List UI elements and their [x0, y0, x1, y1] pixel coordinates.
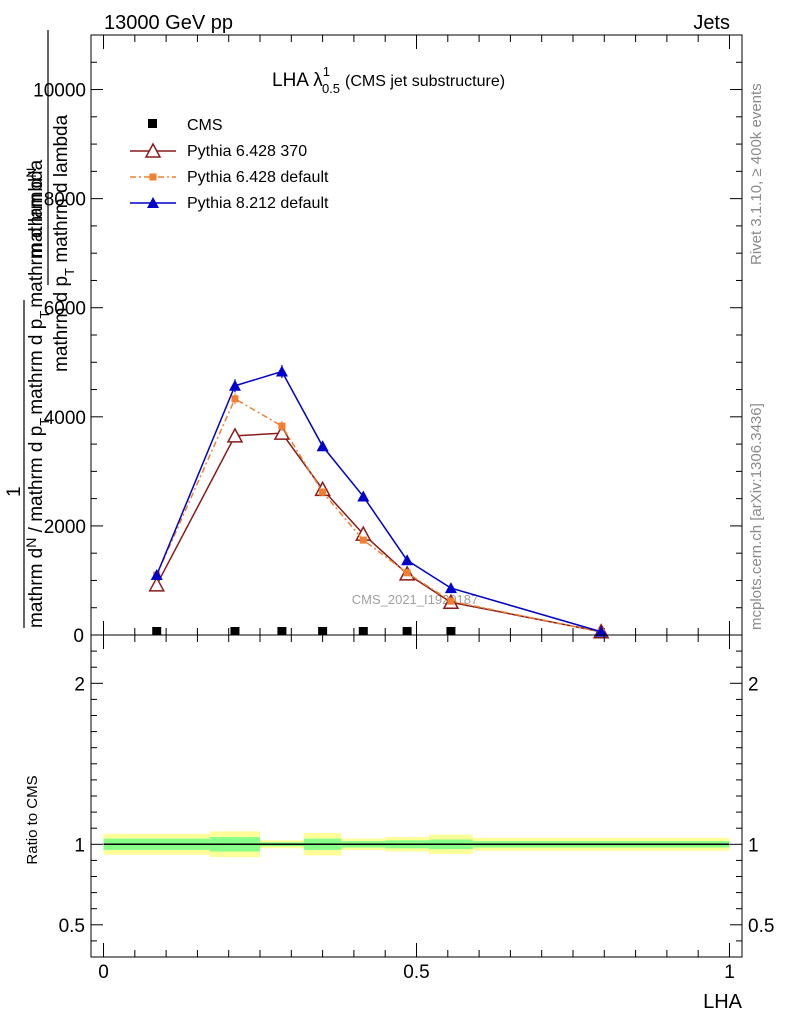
main-y-tick-label: 4000	[44, 408, 86, 429]
analysis-watermark: CMS_2021_I1920187	[352, 592, 479, 607]
data-point-cms	[446, 627, 456, 635]
data-point-pythia-8-212-default	[595, 625, 608, 637]
legend-label-py6-default: Pythia 6.428 default	[187, 169, 329, 186]
ratio-x-tick-label: 0.5	[403, 962, 429, 983]
main-y-axis: 2000 4000 6000 8000 10000 0	[33, 61, 742, 647]
data-point-pythia-8-212-default	[275, 365, 288, 377]
legend-marker-py6-default	[149, 173, 157, 181]
data-point-pythia-6-428-default	[359, 536, 367, 544]
y-label-bottom-one: 1	[4, 486, 25, 497]
series-line-pythia-6-428-default	[156, 397, 602, 633]
data-point-pythia-8-212-default	[316, 440, 329, 452]
data-point-pythia-6-428-default	[403, 569, 411, 577]
legend-marker-cms	[148, 119, 157, 128]
legend-entry-py6-370: Pythia 6.428 370	[130, 142, 307, 160]
ratio-y-axis: 0.5 0.5 1 1 2 2	[59, 650, 774, 942]
main-panel: 2000 4000 6000 8000 10000 0 CMS_2021_I1920187…	[4, 30, 743, 647]
ratio-x-tick-label: 0	[98, 962, 109, 983]
series-line-pythia-6-428-370	[156, 432, 602, 633]
legend: CMS Pythia 6.428 370 Pythia 6.428 defaul…	[130, 117, 329, 212]
rivet-version-label: Rivet 3.1.10, ≥ 400k events	[748, 83, 765, 265]
ratio-bands	[103, 831, 730, 858]
series-layer	[148, 365, 610, 639]
ratio-panel: 0.5 0.51 12 2 0 0.5 1 Ratio to CMS LHA	[24, 634, 774, 1013]
main-y-tick-label: 6000	[44, 299, 86, 320]
data-point-pythia-6-428-370	[226, 427, 244, 443]
y-label-bottom-denominator: mathrm dN / mathrm d pTmathrm d pTmathrm…	[23, 159, 52, 628]
plot-title-suffix: (CMS jet substructure)	[345, 73, 505, 90]
process-label: Jets	[693, 12, 730, 34]
y-label-top-denominator: mathrm d pT mathrm d lambda	[51, 114, 77, 372]
ratio-x-axis: 0 0.5 1	[98, 635, 735, 983]
series-line-pythia-8-212-default	[156, 370, 602, 633]
data-point-cms	[358, 627, 368, 635]
data-point-pythia-6-428-370	[148, 576, 165, 592]
legend-entry-py8-default: Pythia 8.212 default	[130, 195, 329, 212]
data-point-cms	[277, 627, 287, 635]
plot-title-sup: 1	[323, 64, 330, 79]
main-y-tick-label: 10000	[33, 81, 86, 102]
ratio-y-tick-label: 1	[74, 835, 85, 856]
ratio-y-tick-label-right: 2	[748, 674, 759, 695]
ratio-panel-frame	[90, 634, 743, 958]
data-point-pythia-8-212-default	[150, 569, 163, 580]
legend-marker-py8-default	[147, 197, 159, 208]
data-point-cms	[318, 627, 328, 635]
ratio-y-tick-label: 0.5	[59, 916, 85, 937]
x-axis-label: LHA	[703, 991, 743, 1013]
plot-title-sub: 0.5	[322, 81, 340, 96]
main-x-ticks	[103, 35, 730, 635]
legend-entry-py6-default: Pythia 6.428 default	[130, 169, 329, 186]
plot-title-main: LHA λ	[272, 70, 323, 91]
mcplots-label: mcplots.cern.ch [arXiv:1306.3436]	[748, 403, 765, 630]
ratio-x-tick-label: 1	[724, 962, 735, 983]
ratio-y-label: Ratio to CMS	[24, 775, 41, 864]
main-y-tick-label: 2000	[44, 517, 86, 538]
data-point-pythia-6-428-default	[231, 395, 239, 403]
data-point-cms	[230, 627, 240, 635]
ratio-y-tick-label: 2	[74, 674, 85, 695]
data-point-pythia-6-428-default	[319, 488, 327, 496]
data-point-pythia-6-428-default	[447, 597, 455, 605]
data-point-cms	[152, 627, 162, 635]
data-point-pythia-6-428-default	[278, 422, 286, 430]
data-point-cms	[402, 627, 412, 635]
legend-marker-py6-370	[144, 142, 162, 158]
y-label-top-numerator: mathrm dN	[23, 168, 47, 258]
data-point-pythia-8-212-default	[444, 582, 457, 594]
ratio-y-tick-label-right: 0.5	[748, 916, 774, 937]
main-y-tick-label-zero: 0	[73, 626, 84, 647]
plot-title: LHA λ1 0.5 (CMS jet substructure)	[272, 64, 505, 96]
data-point-pythia-8-212-default	[401, 554, 414, 566]
data-point-pythia-8-212-default	[228, 379, 241, 391]
legend-entry-cms: CMS	[148, 117, 223, 134]
ratio-y-tick-label-right: 1	[748, 835, 759, 856]
legend-label-py6-370: Pythia 6.428 370	[187, 143, 307, 160]
legend-label-cms: CMS	[187, 117, 223, 134]
main-y-tick-label: 8000	[44, 190, 86, 211]
data-point-pythia-8-212-default	[357, 490, 370, 502]
legend-label-py8-default: Pythia 8.212 default	[187, 195, 329, 212]
energy-label: 13000 GeV pp	[104, 12, 233, 34]
